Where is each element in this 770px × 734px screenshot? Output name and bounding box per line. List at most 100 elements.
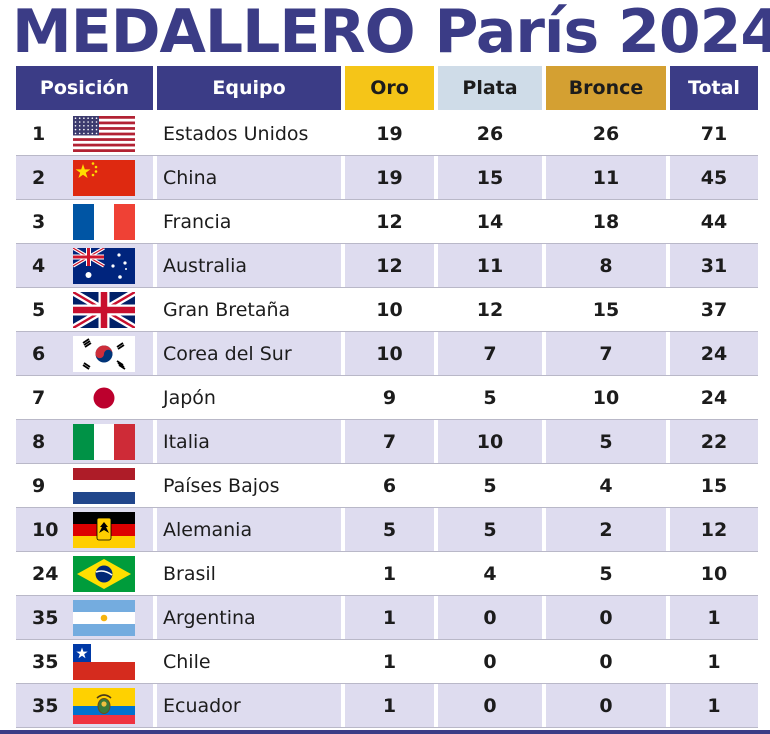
column-separator bbox=[666, 376, 670, 419]
bronze-count: 2 bbox=[599, 518, 613, 541]
column-separator bbox=[153, 376, 157, 419]
position-cell: 8 bbox=[32, 430, 46, 453]
column-separator bbox=[666, 640, 670, 683]
column-separator bbox=[666, 156, 670, 199]
table-row: 4 Australia 12 11 8 31 bbox=[16, 244, 758, 288]
column-separator bbox=[434, 200, 438, 243]
column-separator bbox=[434, 640, 438, 683]
column-separator bbox=[153, 332, 157, 375]
bronze-count: 10 bbox=[592, 386, 620, 409]
column-separator bbox=[434, 376, 438, 419]
column-separator bbox=[153, 244, 157, 287]
france-flag-icon bbox=[72, 200, 136, 243]
column-separator bbox=[341, 596, 345, 639]
header-position: Posición bbox=[16, 66, 153, 110]
total-count: 10 bbox=[700, 562, 728, 585]
gold-count: 1 bbox=[382, 562, 397, 585]
silver-count: 11 bbox=[476, 254, 504, 277]
column-separator bbox=[666, 684, 670, 727]
header-total: Total bbox=[670, 66, 758, 110]
team-name: Australia bbox=[163, 254, 248, 277]
chile-flag-icon bbox=[72, 640, 136, 683]
total-count: 1 bbox=[707, 606, 721, 629]
silver-count: 10 bbox=[476, 430, 504, 453]
silver-count: 7 bbox=[483, 342, 497, 365]
total-count: 12 bbox=[700, 518, 728, 541]
column-separator bbox=[434, 596, 438, 639]
team-name: Alemania bbox=[163, 518, 253, 541]
column-separator bbox=[542, 596, 546, 639]
column-separator bbox=[341, 244, 345, 287]
column-separator bbox=[666, 112, 670, 155]
position-cell: 4 bbox=[32, 254, 46, 277]
column-separator bbox=[341, 684, 345, 727]
column-separator bbox=[542, 684, 546, 727]
column-separator bbox=[542, 376, 546, 419]
column-separator bbox=[341, 376, 345, 419]
silver-count: 5 bbox=[483, 474, 497, 497]
total-count: 45 bbox=[700, 166, 728, 189]
team-name: Japón bbox=[163, 386, 216, 409]
column-separator bbox=[542, 244, 546, 287]
gold-count: 10 bbox=[376, 342, 403, 365]
table-row: 2 China 19 15 11 45 bbox=[16, 156, 758, 200]
table-body: 1 Estados Unidos 19 26 26 71 2 China 19 15 11 45 3 Fr… bbox=[16, 112, 758, 728]
gold-count: 5 bbox=[382, 518, 397, 541]
column-separator bbox=[542, 508, 546, 551]
bronze-count: 11 bbox=[592, 166, 620, 189]
silver-count: 5 bbox=[483, 518, 497, 541]
team-name: Chile bbox=[163, 650, 211, 673]
table-row: 3 Francia 12 14 18 44 bbox=[16, 200, 758, 244]
gold-count: 12 bbox=[376, 254, 403, 277]
position-cell: 35 bbox=[32, 694, 59, 717]
total-count: 1 bbox=[707, 694, 721, 717]
column-separator bbox=[542, 332, 546, 375]
column-separator bbox=[434, 332, 438, 375]
team-name: Corea del Sur bbox=[163, 342, 292, 365]
column-separator bbox=[341, 332, 345, 375]
total-count: 44 bbox=[700, 210, 728, 233]
column-separator bbox=[542, 552, 546, 595]
table-row: 7 Japón 9 5 10 24 bbox=[16, 376, 758, 420]
gold-count: 1 bbox=[382, 606, 397, 629]
page-title: MEDALLERO París 2024 bbox=[12, 0, 770, 67]
column-separator bbox=[542, 464, 546, 507]
column-separator bbox=[341, 288, 345, 331]
column-separator bbox=[542, 420, 546, 463]
gold-count: 9 bbox=[382, 386, 397, 409]
header-silver: Plata bbox=[438, 66, 542, 110]
column-separator bbox=[341, 420, 345, 463]
silver-count: 15 bbox=[476, 166, 504, 189]
table-row: 35 Chile 1 0 0 1 bbox=[16, 640, 758, 684]
silver-count: 4 bbox=[483, 562, 497, 585]
gold-count: 1 bbox=[382, 694, 397, 717]
germany-flag-icon bbox=[72, 508, 136, 551]
total-count: 22 bbox=[700, 430, 728, 453]
silver-count: 0 bbox=[483, 606, 497, 629]
bottom-divider bbox=[0, 730, 770, 734]
gold-count: 6 bbox=[382, 474, 397, 497]
bronze-count: 5 bbox=[599, 562, 613, 585]
column-separator bbox=[341, 640, 345, 683]
position-cell: 35 bbox=[32, 606, 59, 629]
position-cell: 2 bbox=[32, 166, 46, 189]
argentina-flag-icon bbox=[72, 596, 136, 639]
japan-flag-icon bbox=[72, 376, 136, 419]
column-separator bbox=[153, 200, 157, 243]
ecuador-flag-icon bbox=[72, 684, 136, 727]
column-separator bbox=[666, 244, 670, 287]
bronze-count: 15 bbox=[592, 298, 620, 321]
team-name: Brasil bbox=[163, 562, 216, 585]
column-separator bbox=[153, 640, 157, 683]
silver-count: 5 bbox=[483, 386, 497, 409]
team-name: Francia bbox=[163, 210, 232, 233]
position-cell: 6 bbox=[32, 342, 46, 365]
column-separator bbox=[153, 288, 157, 331]
column-separator bbox=[542, 640, 546, 683]
table-row: 35 Argentina 1 0 0 1 bbox=[16, 596, 758, 640]
header-team: Equipo bbox=[157, 66, 341, 110]
column-separator bbox=[153, 552, 157, 595]
column-separator bbox=[434, 156, 438, 199]
bronze-count: 18 bbox=[592, 210, 620, 233]
column-separator bbox=[434, 112, 438, 155]
